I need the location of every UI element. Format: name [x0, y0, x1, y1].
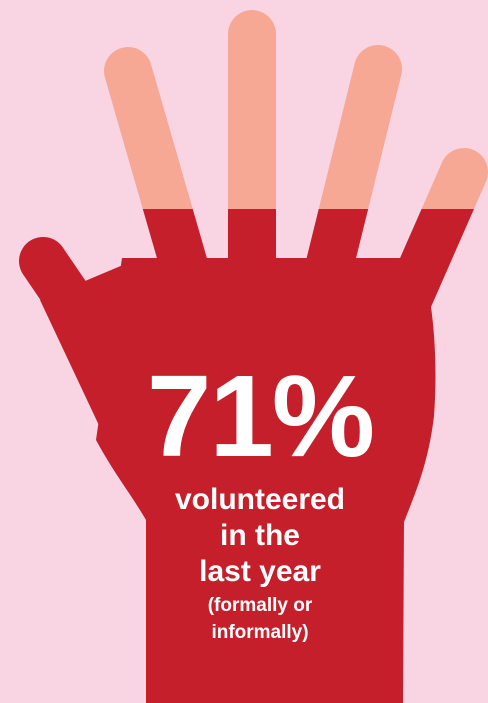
caption-note-line-1: (formally or: [207, 595, 313, 616]
palm: [96, 258, 436, 703]
percentage-value: 71%: [146, 351, 375, 481]
caption-line-3: last year: [199, 555, 321, 588]
index-finger-tip: [104, 47, 193, 209]
caption-note-line-2: informally): [211, 622, 309, 643]
caption-line-2: in the: [220, 519, 300, 552]
fingertips: [104, 10, 488, 209]
pinky-finger-tip: [421, 148, 488, 209]
caption-line-1: volunteered: [174, 483, 346, 516]
thumb-web: [40, 262, 170, 470]
stat-caption: volunteered in the last year (formally o…: [104, 482, 416, 646]
ring-finger-tip: [318, 45, 402, 209]
hand-body: [19, 209, 474, 703]
